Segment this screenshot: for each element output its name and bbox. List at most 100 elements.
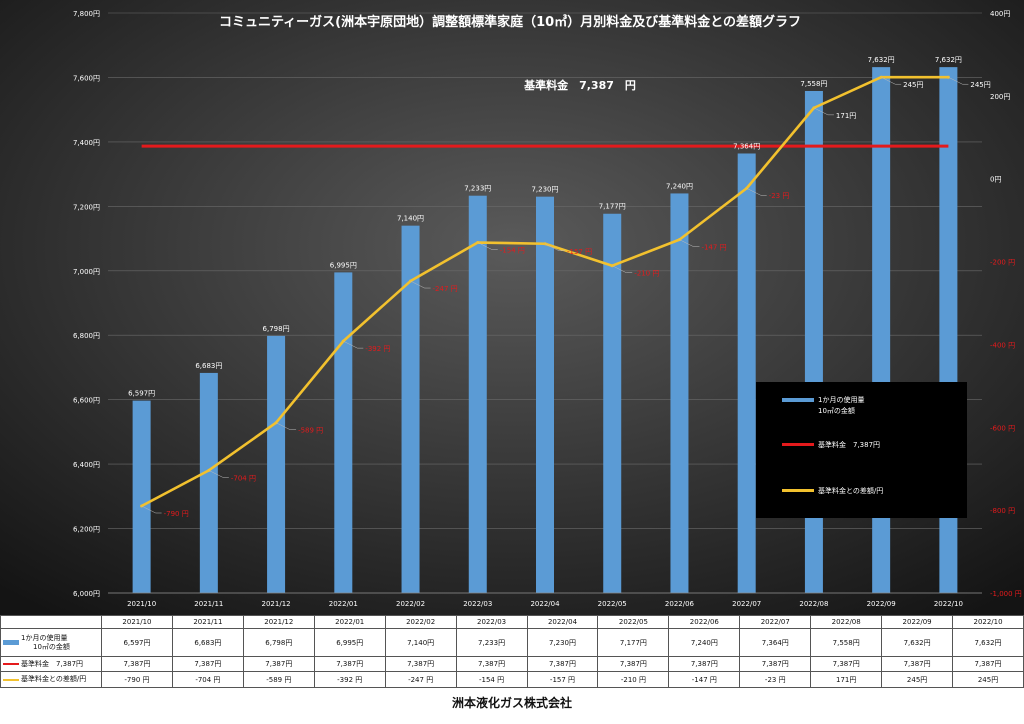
bar [536, 196, 554, 593]
difference-value-label: -210 円 [634, 270, 659, 278]
bar-value-label: 7,364円 [733, 142, 760, 150]
right-axis-tick-label: -800 円 [990, 507, 1015, 515]
bar-value-label: 6,798円 [263, 325, 290, 333]
bar-value-label: 7,558円 [800, 80, 827, 88]
leader-line [746, 188, 767, 196]
table-cell: 7,387円 [313, 655, 386, 673]
data-table: 2021/10 2021/11 2021/12 2022/01 2022/02 2022/… [0, 614, 1024, 688]
table-cell: 7,387円 [668, 655, 741, 673]
legend-box [756, 382, 967, 518]
difference-value-label: -157 円 [567, 248, 592, 256]
leader-line [679, 239, 700, 247]
right-axis-tick-label: 200円 [990, 93, 1010, 101]
chart: 6,000円 6,200円 6,400円 6,600円 6,800円 7,000円 7,20… [0, 0, 1024, 615]
difference-value-label: -147 円 [701, 244, 726, 252]
table-header-cell: 2022/06 [668, 614, 741, 630]
left-axis-tick-label: 7,000円 [73, 268, 100, 276]
chart-background [0, 0, 1024, 615]
table-cell: 7,632円 [881, 628, 954, 657]
table-row: 基準料金 7,387円 7,387円 7,387円 7,387円 7,387円 7,387… [0, 655, 1024, 673]
x-axis-tick-label: 2021/12 [262, 600, 291, 608]
x-axis-tick-label: 2022/03 [463, 600, 492, 608]
table-corner-cell [0, 614, 102, 630]
table-header-cell: 2021/12 [242, 614, 315, 630]
x-axis-tick-label: 2022/10 [934, 600, 963, 608]
legend-key-swatch [3, 663, 19, 666]
difference-value-label: 171円 [836, 112, 856, 120]
table-header-cell: 2022/07 [739, 614, 812, 630]
table-row-label-line1: 基準料金との差額/円 [21, 675, 87, 684]
leader-line [275, 422, 297, 430]
left-axis-tick-label: 6,800円 [73, 332, 100, 340]
table-cell: 7,632円 [952, 628, 1024, 657]
leader-line [477, 242, 498, 250]
table-row-label-text: 基準料金 7,387円 [21, 660, 83, 669]
table-cell: 7,387円 [739, 655, 812, 673]
leader-line [948, 76, 969, 85]
table-cell: 7,140円 [384, 628, 457, 657]
bar-value-label: 6,683円 [195, 362, 222, 370]
right-axis-tick-label: -200 円 [990, 259, 1015, 267]
table-header-cell: 2021/10 [101, 614, 173, 630]
table-row-label: 基準料金との差額/円 [0, 671, 102, 688]
difference-value-label: 245円 [970, 81, 990, 89]
table-cell: -790 円 [101, 671, 173, 688]
legend-swatch-difference [782, 489, 814, 492]
table-cell: 7,387円 [597, 655, 670, 673]
table-cell: 7,387円 [881, 655, 954, 673]
table-cell: -392 円 [313, 671, 386, 688]
table-cell: 6,995円 [313, 628, 386, 657]
table-row: 1か月の使用量 10㎥の金額 6,597円 6,683円 6,798円 6,995円 7,1… [0, 628, 1024, 657]
left-axis-tick-label: 6,600円 [73, 397, 100, 405]
table-row: 基準料金との差額/円 -790 円 -704 円 -589 円 -392 円 -247 円… [0, 671, 1024, 688]
table-row-label-line1: 基準料金 7,387円 [21, 659, 84, 668]
company-name: 洲本液化ガス株式会社 [451, 696, 572, 710]
table-header-cell: 2022/03 [455, 614, 528, 630]
bar-value-label: 7,632円 [935, 56, 962, 64]
bar-value-label: 7,233円 [464, 185, 491, 193]
right-axis-tick-label: -600 円 [990, 424, 1015, 432]
bar [737, 153, 756, 593]
x-axis-tick-label: 2021/11 [194, 600, 223, 608]
table-cell: -589 円 [242, 671, 315, 688]
x-axis-tick-label: 2022/06 [665, 600, 695, 608]
bar [132, 400, 151, 593]
table-cell: 6,597円 [101, 628, 173, 657]
left-axis-tick-label: 7,200円 [73, 203, 100, 211]
table-header-cell: 2022/09 [881, 614, 954, 630]
difference-value-label: -392 円 [365, 345, 390, 353]
leader-line [208, 470, 229, 478]
legend-swatch-base [782, 443, 814, 446]
leader-line [343, 340, 364, 349]
table-row-label: 基準料金 7,387円 [0, 655, 102, 673]
difference-value-label: -154 円 [500, 247, 525, 255]
left-axis-tick-label: 7,800円 [73, 10, 100, 18]
table-cell: 245円 [881, 671, 954, 688]
leader-line [410, 280, 431, 289]
difference-value-label: -589 円 [298, 427, 323, 435]
table-cell: 7,387円 [455, 655, 528, 673]
x-axis-tick-label: 2022/08 [799, 600, 828, 608]
table-cell: -23 円 [739, 671, 812, 688]
table-cell: 7,387円 [101, 655, 173, 673]
legend-label: 10㎥の金額 [818, 406, 855, 415]
bar [199, 372, 218, 593]
table-header-row: 2021/10 2021/11 2021/12 2022/01 2022/02 2022/… [0, 614, 1024, 630]
right-axis-tick-label: -400 円 [990, 341, 1015, 349]
table-cell: 7,387円 [526, 655, 599, 673]
table-header-cell: 2021/11 [171, 614, 244, 630]
bar [468, 195, 487, 593]
legend-label: 1か月の使用量 [818, 395, 864, 404]
table-header-cell: 2022/02 [384, 614, 457, 630]
bar-value-label: 7,240円 [666, 182, 693, 190]
leader-line [612, 265, 633, 273]
table-cell: 7,558円 [810, 628, 883, 657]
table-cell: 6,683円 [171, 628, 244, 657]
base-rate-annotation: 基準料金 7,387 円 [523, 78, 636, 92]
left-axis-tick-label: 7,600円 [73, 74, 100, 82]
legend-key-swatch [3, 640, 19, 646]
bar [670, 193, 689, 593]
x-axis-tick-label: 2022/05 [598, 600, 627, 608]
table-cell: 7,387円 [242, 655, 315, 673]
